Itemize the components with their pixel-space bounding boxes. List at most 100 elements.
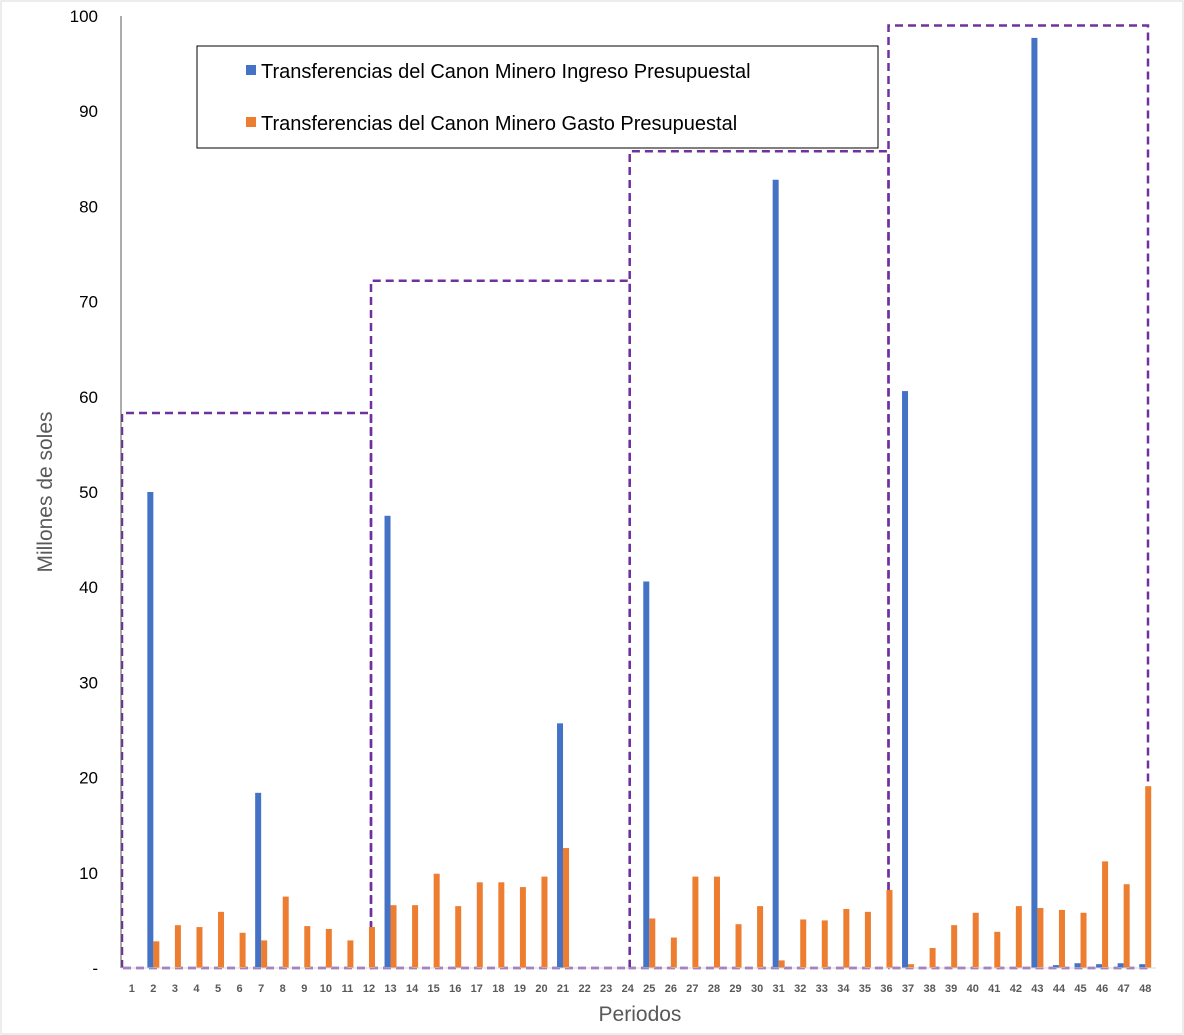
bar-gasto-39 (951, 925, 958, 968)
x-tick-label: 20 (535, 983, 547, 995)
y-tick-label: 20 (79, 769, 98, 788)
x-tick-label: 16 (449, 983, 461, 995)
bar-ingreso-45 (1074, 963, 1081, 968)
bars-layer (147, 37, 1152, 969)
x-tick-label: 21 (557, 983, 569, 995)
bar-gasto-8 (282, 896, 289, 968)
x-tick-label: 2 (150, 983, 156, 995)
bar-ingreso-21 (557, 723, 564, 968)
y-tick-labels: - 10 20 30 40 50 60 70 80 90 100 (70, 7, 98, 978)
bar-gasto-21 (563, 848, 570, 968)
x-tick-label: 38 (923, 983, 935, 995)
legend-label-ingreso: Transferencias del Canon Minero Ingreso … (261, 61, 751, 83)
y-tick-label: 60 (79, 388, 98, 407)
bar-gasto-29 (735, 924, 742, 968)
legend-swatch-ingreso (246, 65, 256, 75)
period-group-box-4 (887, 24, 1150, 970)
x-tick-label: 4 (193, 983, 200, 995)
bar-gasto-33 (821, 920, 828, 968)
bar-ingreso-48 (1139, 964, 1146, 968)
bar-gasto-37 (908, 964, 915, 968)
x-tick-label: 41 (988, 983, 1000, 995)
bar-ingreso-7 (255, 792, 262, 968)
period-group-box-3 (628, 149, 890, 970)
bar-gasto-31 (778, 960, 785, 968)
legend-label-gasto: Transferencias del Canon Minero Gasto Pr… (261, 113, 737, 135)
bar-gasto-15 (433, 873, 440, 968)
bar-gasto-38 (929, 948, 936, 968)
bar-gasto-5 (218, 911, 225, 968)
x-tick-label: 48 (1139, 983, 1151, 995)
x-tick-label: 1 (129, 983, 135, 995)
x-tick-labels: 1 2 3 4 5 6 7 8 9 10 11 12 13 14 15 16 17 18 19 20 21 22 23 24 2… (129, 983, 1152, 995)
bar-gasto-27 (692, 876, 699, 968)
x-tick-label: 14 (406, 983, 419, 995)
bar-gasto-46 (1102, 861, 1109, 968)
bar-gasto-11 (347, 940, 354, 968)
x-tick-label: 18 (492, 983, 504, 995)
y-tick-label: 80 (79, 197, 98, 216)
bar-ingreso-2 (147, 492, 154, 968)
x-tick-label: 28 (708, 983, 720, 995)
bar-ingreso-13 (384, 515, 391, 968)
bar-gasto-47 (1123, 884, 1130, 968)
annotations-layer (120, 24, 1150, 970)
bar-gasto-44 (1058, 909, 1065, 968)
bar-gasto-3 (174, 925, 181, 968)
x-tick-label: 12 (363, 983, 375, 995)
bar-gasto-7 (261, 940, 268, 968)
x-tick-label: 40 (967, 983, 979, 995)
bar-gasto-20 (541, 876, 548, 968)
legend-box (196, 45, 879, 149)
bar-gasto-48 (1145, 786, 1152, 968)
bar-ingreso-25 (643, 581, 650, 968)
x-tick-label: 46 (1096, 983, 1108, 995)
y-axis-title: Millones de soles (34, 411, 57, 572)
bar-ingreso-43 (1031, 37, 1038, 968)
x-tick-label: 11 (342, 983, 354, 995)
x-tick-label: 9 (301, 983, 307, 995)
x-tick-label: 29 (729, 983, 741, 995)
x-tick-label: 37 (902, 983, 914, 995)
bar-gasto-36 (886, 889, 893, 968)
bar-gasto-4 (196, 927, 203, 968)
bar-gasto-26 (670, 937, 677, 968)
bar-gasto-9 (304, 926, 311, 968)
y-tick-label: 70 (79, 293, 98, 312)
x-tick-label: 22 (578, 983, 590, 995)
x-tick-label: 36 (880, 983, 892, 995)
legend-swatch-gasto (246, 117, 256, 127)
bar-gasto-45 (1080, 912, 1087, 968)
bar-gasto-12 (368, 927, 375, 968)
y-tick-label: 40 (79, 578, 98, 597)
bar-gasto-14 (412, 905, 419, 968)
x-tick-label: 7 (258, 983, 264, 995)
x-tick-label: 25 (643, 983, 655, 995)
x-tick-label: 15 (428, 983, 440, 995)
bar-gasto-16 (455, 906, 462, 968)
x-tick-label: 47 (1118, 983, 1130, 995)
x-tick-label: 19 (514, 983, 526, 995)
bar-gasto-18 (498, 882, 505, 968)
bar-gasto-25 (649, 918, 656, 968)
x-tick-label: 31 (773, 983, 785, 995)
x-tick-label: 39 (945, 983, 957, 995)
x-tick-label: 26 (665, 983, 677, 995)
bar-gasto-19 (519, 887, 526, 968)
bar-gasto-30 (757, 906, 764, 968)
bar-gasto-43 (1037, 908, 1044, 968)
axes-layer (120, 16, 1156, 969)
x-tick-label: 33 (816, 983, 828, 995)
bar-gasto-34 (843, 908, 850, 968)
x-tick-label: 8 (280, 983, 286, 995)
x-tick-label: 45 (1074, 983, 1086, 995)
x-tick-label: 27 (686, 983, 698, 995)
bar-gasto-40 (972, 912, 979, 968)
y-tick-label: 90 (79, 102, 98, 121)
bar-ingreso-37 (902, 391, 909, 969)
x-tick-label: 35 (859, 983, 871, 995)
x-tick-label: 13 (384, 983, 396, 995)
period-group-box-1 (120, 411, 373, 970)
